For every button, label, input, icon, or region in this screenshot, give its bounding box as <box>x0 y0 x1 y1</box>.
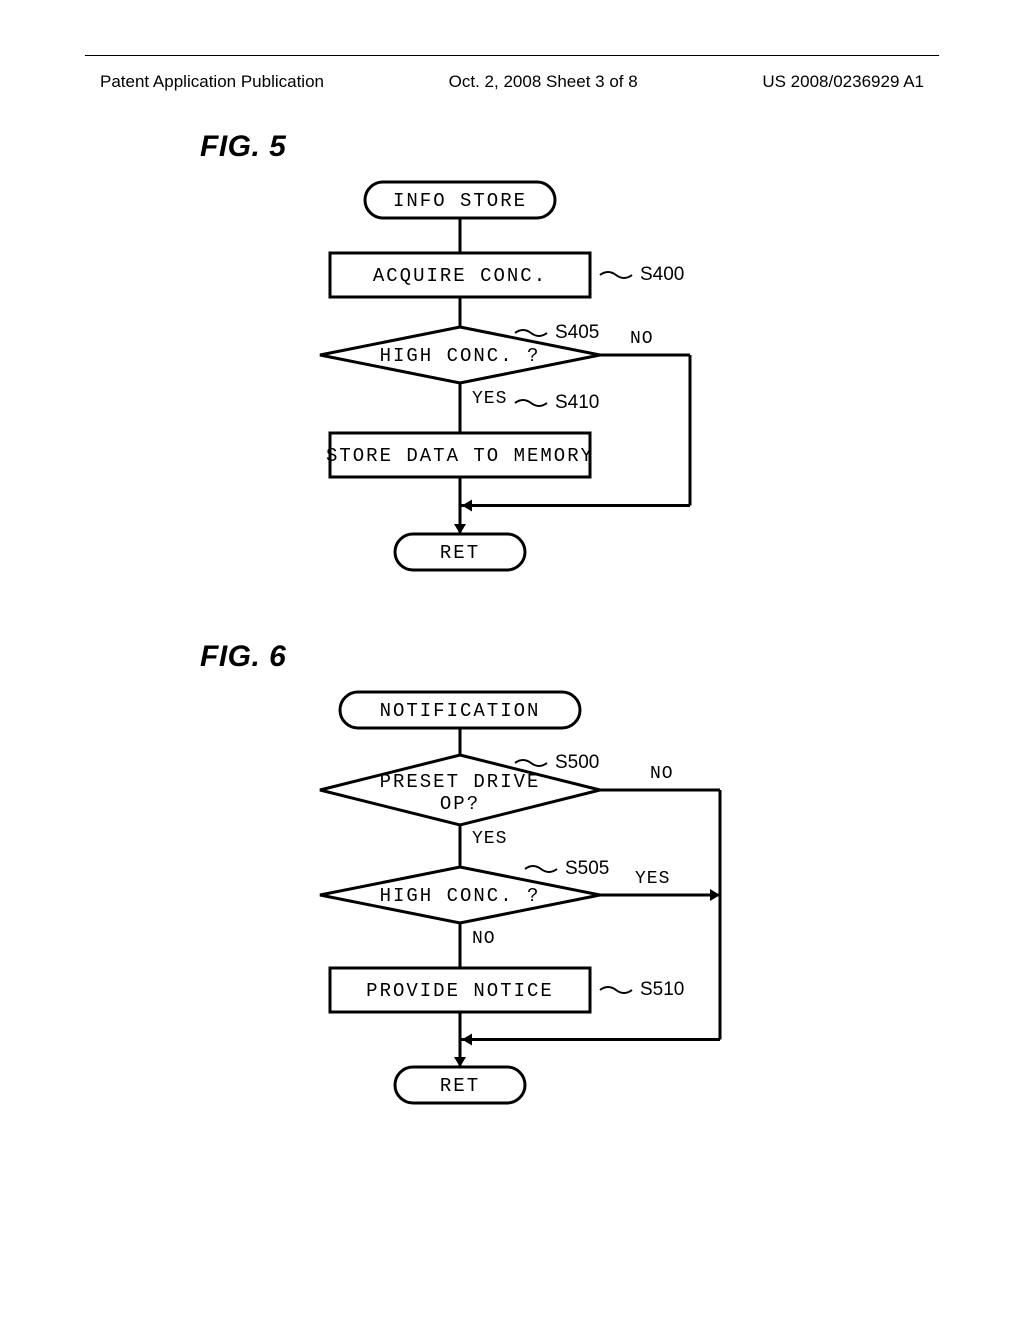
svg-text:YES: YES <box>472 829 507 849</box>
svg-text:S405: S405 <box>555 322 599 343</box>
svg-text:NO: NO <box>472 929 496 949</box>
svg-text:NO: NO <box>630 329 654 349</box>
svg-text:S500: S500 <box>555 752 599 773</box>
svg-text:HIGH CONC. ?: HIGH CONC. ? <box>380 345 541 367</box>
svg-text:STORE DATA TO MEMORY: STORE DATA TO MEMORY <box>326 445 594 467</box>
svg-text:S400: S400 <box>640 264 684 285</box>
svg-text:OP?: OP? <box>440 793 480 815</box>
svg-text:NOTIFICATION: NOTIFICATION <box>380 700 541 722</box>
fig6-flowchart: NOTIFICATION PRESET DRIVEOP? HIGH CONC. ? P… <box>0 670 1024 1310</box>
svg-text:S410: S410 <box>555 392 599 413</box>
svg-text:HIGH CONC. ?: HIGH CONC. ? <box>380 885 541 907</box>
svg-text:YES: YES <box>472 389 507 409</box>
svg-text:YES: YES <box>635 869 670 889</box>
svg-text:ACQUIRE CONC.: ACQUIRE CONC. <box>373 265 547 287</box>
svg-text:S510: S510 <box>640 979 684 1000</box>
svg-text:RET: RET <box>440 542 480 564</box>
svg-text:INFO STORE: INFO STORE <box>393 190 527 212</box>
svg-text:RET: RET <box>440 1075 480 1097</box>
svg-text:PROVIDE NOTICE: PROVIDE NOTICE <box>366 980 554 1002</box>
svg-text:NO: NO <box>650 764 674 784</box>
fig5-flowchart: INFO STORE ACQUIRE CONC. HIGH CONC. ? STORE… <box>0 0 1024 620</box>
svg-text:S505: S505 <box>565 858 609 879</box>
svg-text:PRESET DRIVE: PRESET DRIVE <box>380 771 541 793</box>
fig6-title: FIG. 6 <box>200 640 286 674</box>
